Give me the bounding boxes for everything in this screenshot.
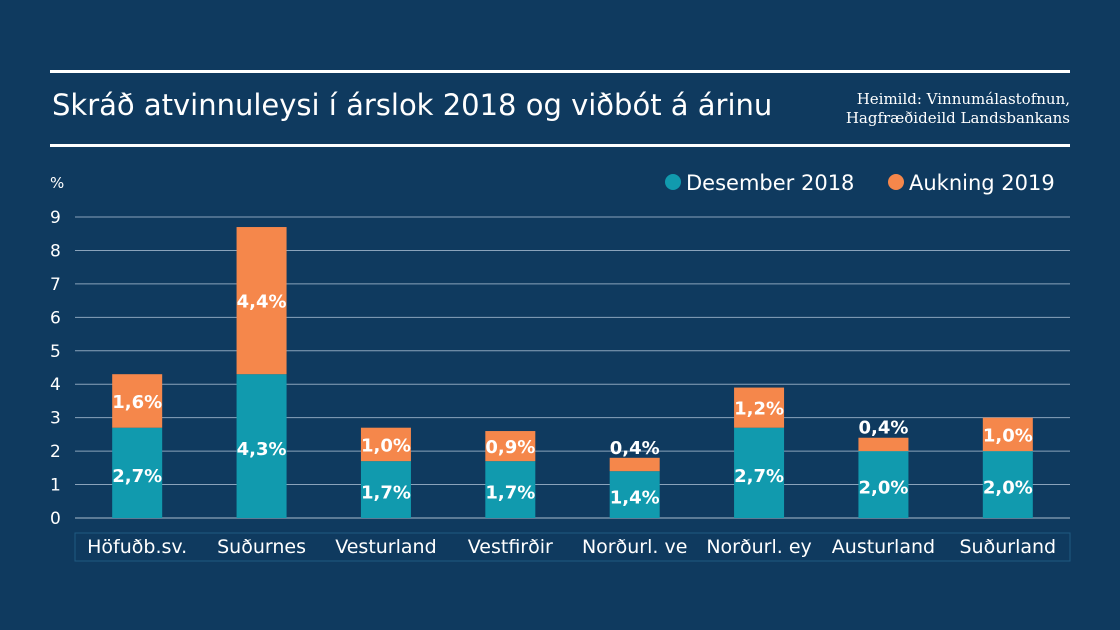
data-label-aukning-2019: 0,9%	[485, 437, 535, 458]
category-label: Höfuðb.sv.	[87, 536, 187, 558]
data-label-aukning-2019: 1,2%	[734, 399, 784, 420]
category-label: Vestfirðir	[468, 536, 553, 558]
bar-desember-2018	[609, 471, 660, 518]
category-label: Suðurland	[960, 536, 1057, 558]
bar-aukning-2019	[609, 457, 660, 472]
source-line-2: Hagfræðideild Landsbankans	[845, 109, 1070, 127]
legend-item-aukning-2019-label: Aukning 2019	[909, 171, 1055, 195]
bar-aukning-2019	[858, 437, 909, 452]
category-label: Vesturland	[335, 536, 436, 558]
bar-aukning-2019	[982, 417, 1033, 452]
bar-desember-2018	[112, 427, 163, 518]
bar-aukning-2019	[485, 431, 536, 462]
y-tick-label: 1	[50, 476, 61, 496]
data-label-desember-2018: 2,7%	[734, 466, 784, 487]
data-label-desember-2018: 1,4%	[610, 488, 660, 509]
category-label: Norðurl. ve	[582, 536, 687, 558]
y-axis-unit: %	[50, 174, 64, 192]
bar-desember-2018	[734, 427, 785, 518]
bar-desember-2018	[485, 461, 536, 518]
y-tick-label: 8	[50, 241, 61, 261]
y-tick-label: 2	[50, 442, 61, 462]
legend-item-aukning-2019-swatch	[888, 174, 904, 190]
data-label-desember-2018: 2,0%	[983, 478, 1033, 499]
bar-desember-2018	[982, 451, 1033, 518]
chart-title: Skráð atvinnuleysi í árslok 2018 og viðb…	[52, 88, 773, 122]
bar-aukning-2019	[112, 374, 163, 428]
y-tick-label: 0	[50, 509, 61, 529]
top-rule	[50, 70, 1070, 73]
bar-desember-2018	[858, 451, 909, 518]
bar-aukning-2019	[236, 227, 287, 375]
data-label-aukning-2019: 1,6%	[112, 392, 162, 413]
y-tick-label: 3	[50, 409, 61, 429]
legend-item-desember-2018-swatch	[665, 174, 681, 190]
legend-item-desember-2018-label: Desember 2018	[686, 171, 854, 195]
bar-desember-2018	[360, 461, 411, 518]
y-tick-label: 5	[50, 342, 61, 362]
data-label-aukning-2019: 0,4%	[610, 438, 660, 459]
bar-aukning-2019	[734, 387, 785, 428]
data-label-aukning-2019: 0,4%	[858, 418, 908, 439]
y-tick-label: 4	[50, 375, 61, 395]
data-label-aukning-2019: 4,4%	[237, 292, 287, 313]
data-label-desember-2018: 1,7%	[485, 483, 535, 504]
y-tick-label: 6	[50, 308, 61, 328]
source-note: Heimild: Vinnumálastofnun, Hagfræðideild…	[770, 90, 1070, 128]
data-label-desember-2018: 2,7%	[112, 466, 162, 487]
data-label-aukning-2019: 1,0%	[983, 425, 1033, 446]
source-line-1: Heimild: Vinnumálastofnun,	[856, 90, 1070, 108]
data-label-aukning-2019: 1,0%	[361, 435, 411, 456]
bottom-rule	[50, 144, 1070, 147]
bar-aukning-2019	[360, 427, 411, 462]
category-axis-box	[74, 532, 1071, 562]
category-label: Suðurnes	[217, 536, 306, 558]
data-label-desember-2018: 4,3%	[237, 439, 287, 460]
y-tick-label: 7	[50, 275, 61, 295]
bar-desember-2018	[236, 374, 287, 518]
y-tick-label: 9	[50, 208, 61, 228]
data-label-desember-2018: 2,0%	[858, 478, 908, 499]
data-label-desember-2018: 1,7%	[361, 483, 411, 504]
category-label: Norðurl. ey	[706, 536, 811, 558]
category-label: Austurland	[832, 536, 935, 558]
